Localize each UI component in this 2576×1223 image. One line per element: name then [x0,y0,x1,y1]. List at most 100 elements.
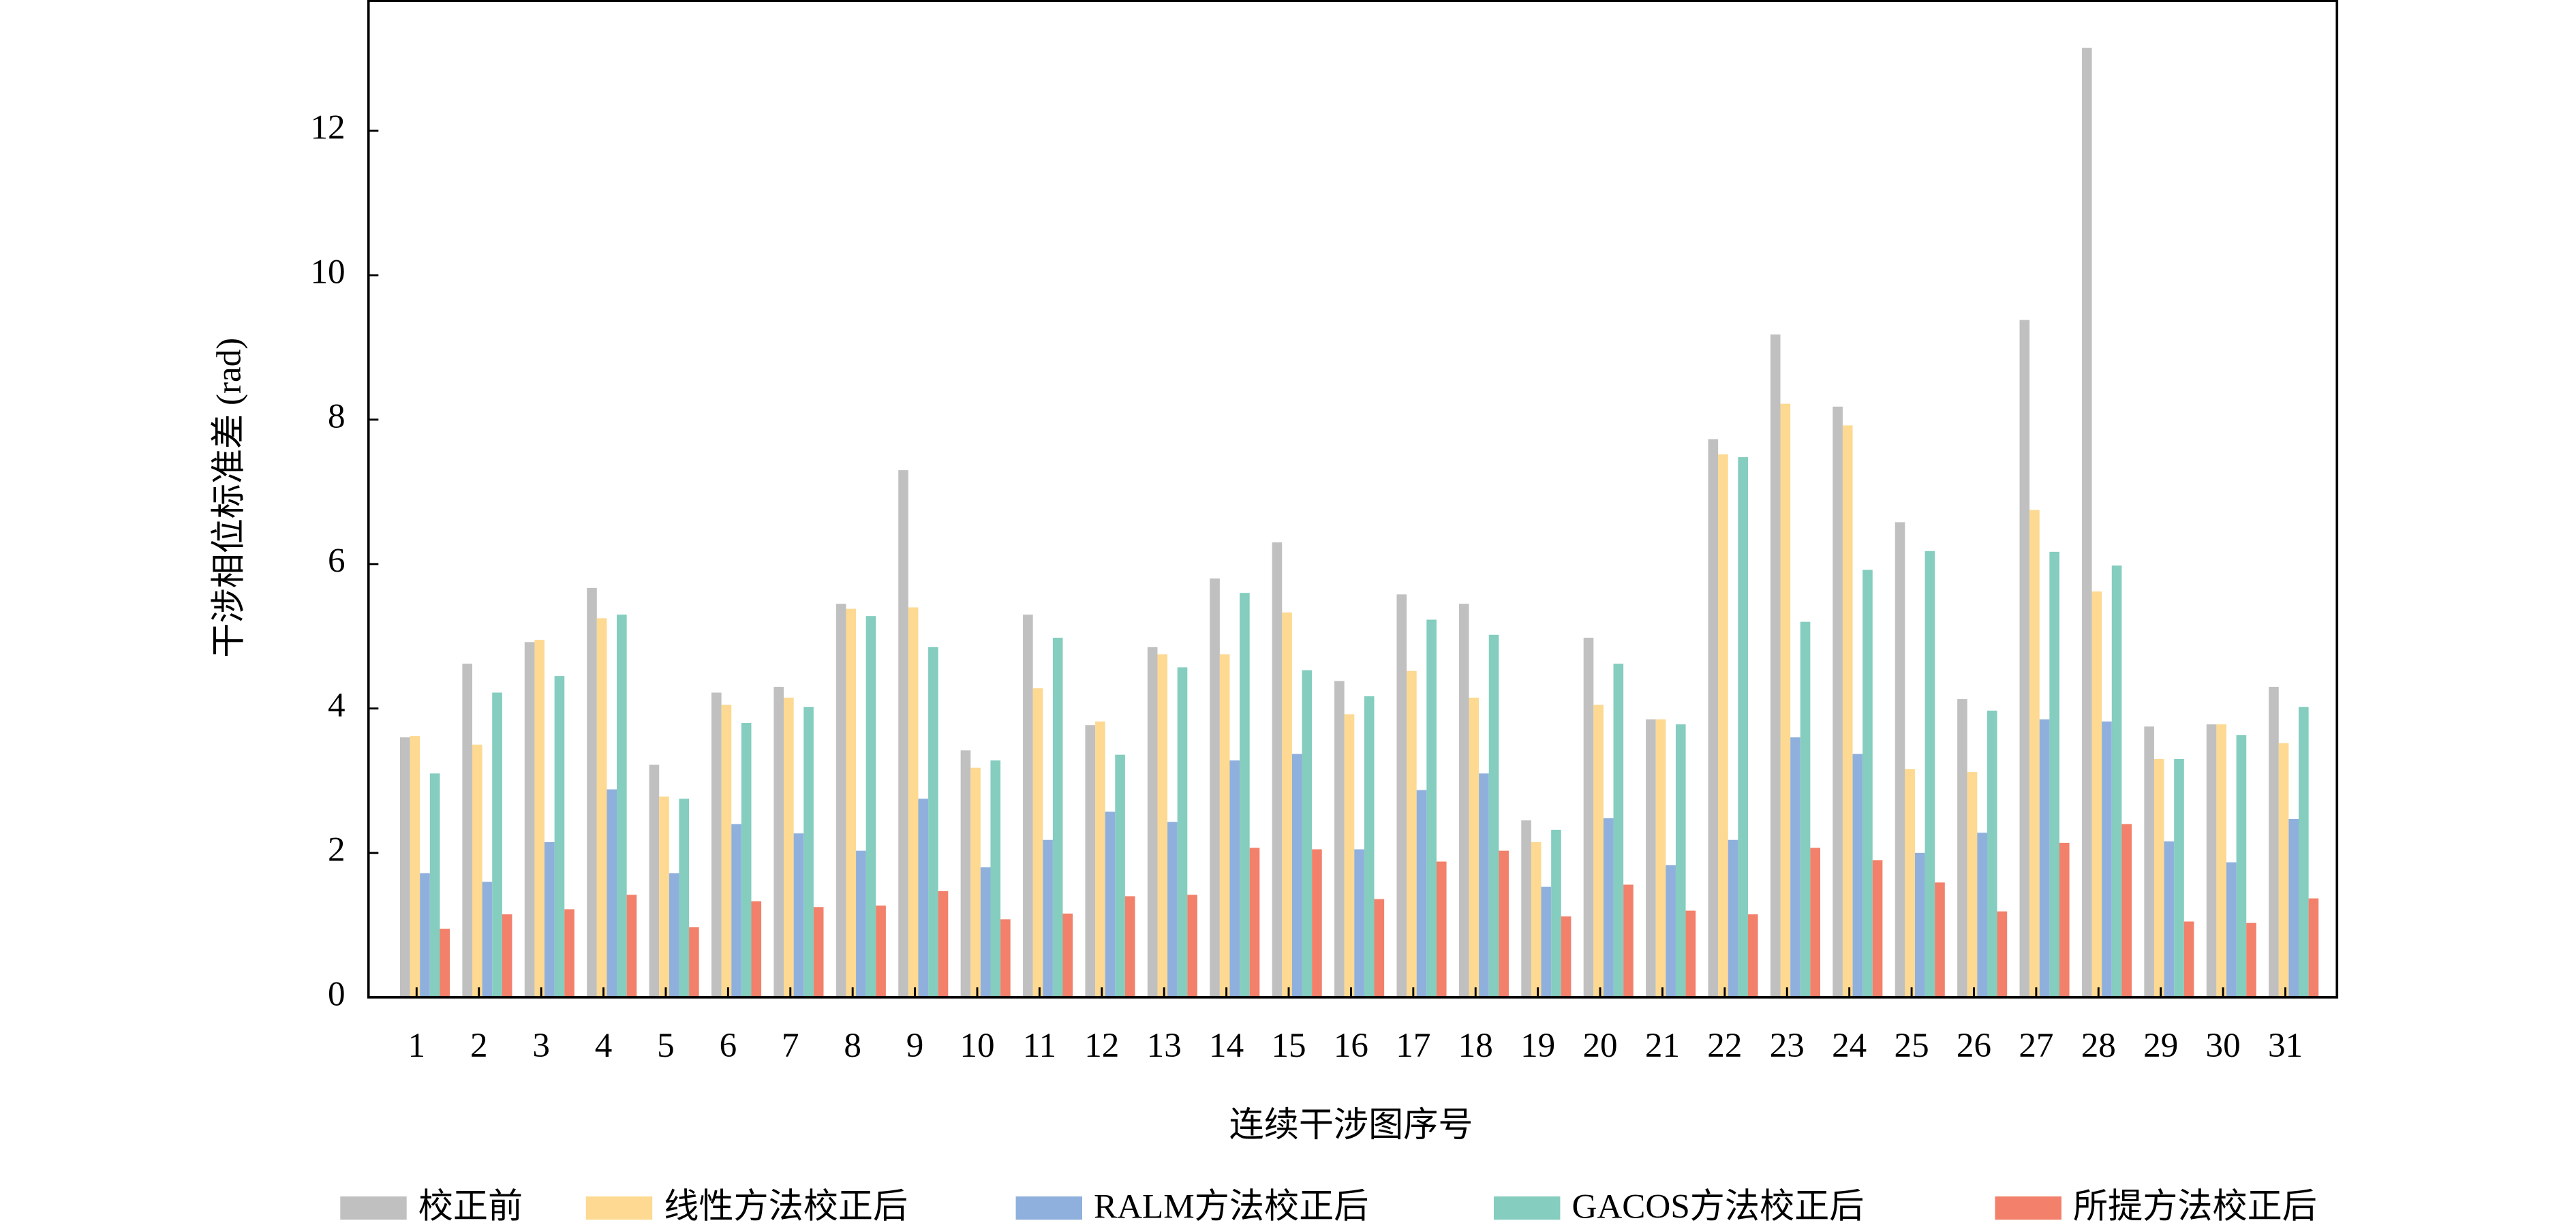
bar [1935,882,1945,997]
x-tick-label: 31 [2268,1026,2303,1065]
bar [2278,743,2289,997]
x-tick-label: 9 [906,1026,924,1065]
bar [784,697,794,997]
bar [2059,842,2070,997]
bar [2288,818,2299,997]
bar [2049,551,2059,997]
bar [1364,696,1375,997]
bar [2216,724,2226,997]
bar [918,799,929,997]
bar [711,692,722,997]
bar [2164,841,2175,997]
bar [1302,670,1313,997]
bar [1479,773,1489,997]
x-tick-label: 13 [1147,1026,1182,1065]
bar [554,676,565,997]
bar [1115,754,1125,997]
bar [2153,759,2164,997]
bar [1167,822,1178,997]
bar [1052,637,1063,997]
bar [1219,654,1230,997]
bar [1426,619,1437,997]
bar [1095,721,1105,997]
bar [1747,914,1758,997]
bar [741,723,752,997]
bar [1842,425,1853,997]
bar [1187,895,1197,997]
bar [534,640,545,997]
bar [1613,664,1624,997]
x-tick-label: 14 [1209,1026,1244,1065]
x-tick-label: 29 [2143,1026,2178,1065]
bar [2246,923,2256,997]
bar [876,905,886,997]
bar [960,750,971,997]
bar [1957,699,1967,997]
x-tick-label: 10 [960,1026,994,1065]
bar [1728,839,1738,997]
bar [2029,510,2040,997]
bar [1718,454,1728,997]
bar [524,642,535,997]
bar [1334,681,1345,997]
bar [1833,406,1843,997]
bar [721,705,732,997]
bar [1124,896,1135,997]
x-tick-label: 28 [2081,1026,2116,1065]
bar [1603,818,1614,997]
legend-swatch [1015,1196,1082,1220]
bar [669,873,679,997]
x-tick-label: 26 [1957,1026,1991,1065]
x-tick-label: 17 [1396,1026,1430,1065]
bar [1396,594,1407,997]
bar [689,927,699,997]
bar [1583,637,1594,997]
bar [596,618,607,997]
x-tick-label: 2 [470,1026,488,1065]
bar [751,901,762,997]
x-tick-label: 11 [1023,1026,1056,1065]
bar [2019,320,2030,997]
bar [2174,759,2184,997]
bar [1810,848,1820,997]
bar [617,615,627,997]
bar [1210,578,1220,997]
legend-swatch [585,1196,653,1220]
bar [773,687,784,997]
bar [492,692,502,997]
plot-frame [367,0,2339,999]
bar [1062,913,1073,997]
bar [429,773,440,997]
bar [846,608,857,997]
legend-label: 线性方法校正后 [664,1187,908,1223]
bar [1531,841,1542,997]
bar [1708,439,1719,997]
bar [587,587,597,997]
bar [2081,48,2092,997]
bar [1800,621,1811,997]
bar [970,767,981,997]
bar [1354,849,1364,997]
bar [607,789,617,997]
bar [679,799,690,997]
bar [1499,850,1509,997]
bar [1862,570,1873,997]
bar [1282,612,1292,997]
bar [1521,820,1531,997]
bar [2206,724,2217,997]
bar [2091,591,2102,997]
bar [1780,403,1791,997]
bar [1416,790,1427,997]
bar [1770,334,1781,997]
bar [545,841,555,997]
bar [2102,721,2112,997]
bar [1407,670,1417,997]
bar [1561,916,1571,997]
bar [1043,839,1053,997]
x-tick-label: 25 [1895,1026,1929,1065]
bar [2236,735,2247,997]
y-axis-label: 干涉相位标准差 (rad) [210,338,249,658]
bar [2144,726,2154,997]
bar [1488,634,1499,997]
legend-label: 所提方法校正后 [2073,1187,2317,1223]
